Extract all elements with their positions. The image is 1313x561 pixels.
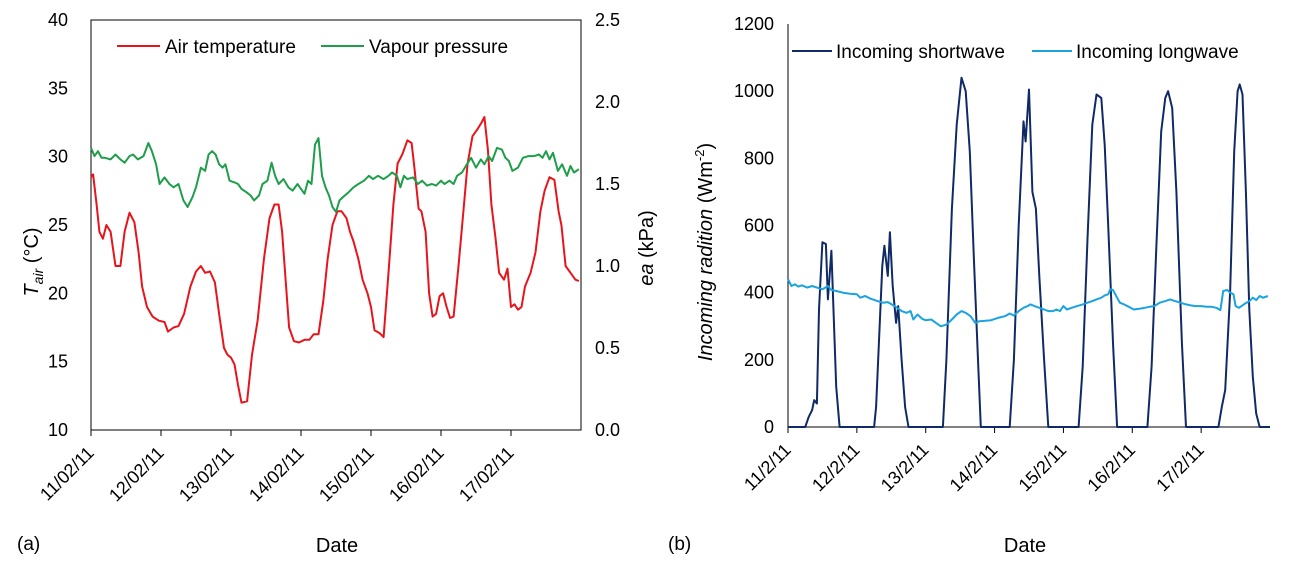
chart-b-x-tick-label: 17/2/11 xyxy=(1152,440,1208,496)
chart-b-x-tick-label: 12/2/11 xyxy=(808,440,864,496)
chart-b-lines xyxy=(787,76,1270,428)
chart-a-x-tick-label: 15/02/11 xyxy=(315,443,378,506)
chart-a-x-ticks: 11/02/11 12/02/11 13/02/11 14/02/11 15/02/11… xyxy=(36,430,518,505)
chart-b-x-tick-label: 11/2/11 xyxy=(740,440,795,495)
chart-b-series-incoming-shortwave xyxy=(788,76,1270,428)
chart-b-x-tick-label: 14/2/11 xyxy=(946,440,1002,496)
chart-b-x-tick-label: 16/2/11 xyxy=(1083,440,1139,496)
chart-a-left-y-tick-label: 30 xyxy=(48,147,68,167)
chart-a-right-y-tick-label: 2.5 xyxy=(595,10,620,30)
chart-b-x-tick-label: 15/2/11 xyxy=(1015,440,1071,496)
chart-a-left-y-tick-label: 15 xyxy=(48,352,68,372)
chart-b-y-axis-label: Incoming radition (Wm-2) xyxy=(692,143,717,361)
chart-a-right-y-tick-label: 0.5 xyxy=(595,338,620,358)
chart-a-series-air-temperature xyxy=(90,116,580,404)
chart-a-right-y-axis-label: ea (kPa) xyxy=(636,210,658,286)
legend-label-incoming-longwave: Incoming longwave xyxy=(1076,42,1239,63)
chart-a-x-tick-label: 11/02/11 xyxy=(36,443,98,505)
chart-a-plot-frame xyxy=(90,19,582,431)
chart-a-x-tick-label: 14/02/11 xyxy=(245,443,308,506)
chart-b-y-tick-label: 1000 xyxy=(734,81,774,101)
chart-a-right-y-tick-label: 2.0 xyxy=(595,92,620,112)
chart-a-left-y-tick-label: 40 xyxy=(48,10,68,30)
chart-b-legend: Incoming shortwave Incoming longwave xyxy=(792,42,1239,63)
chart-a: 10 15 20 25 30 35 40 0.0 0.5 1.0 1.5 2.0 2.5 11/02/… xyxy=(17,10,658,557)
chart-a-lines xyxy=(90,116,580,404)
chart-a-x-tick-label: 12/02/11 xyxy=(105,443,168,506)
chart-b: 0 200 400 600 800 1000 1200 11/2/11 12/2/11 13/2… xyxy=(668,14,1270,557)
chart-a-right-y-ticks: 0.0 0.5 1.0 1.5 2.0 2.5 xyxy=(595,10,620,440)
chart-a-right-y-tick-label: 1.5 xyxy=(595,174,620,194)
chart-b-x-ticks: 11/2/11 12/2/11 13/2/11 14/2/11 15/2/11 16/2/… xyxy=(740,427,1208,495)
chart-b-x-tick-label: 13/2/11 xyxy=(877,440,933,496)
chart-a-right-y-tick-label: 1.0 xyxy=(595,256,620,276)
chart-b-y-tick-label: 200 xyxy=(744,350,774,370)
chart-b-panel-label: (b) xyxy=(668,534,691,555)
chart-a-x-tick-label: 17/02/11 xyxy=(455,443,518,506)
chart-b-y-tick-label: 400 xyxy=(744,283,774,303)
chart-b-y-ticks: 0 200 400 600 800 1000 1200 xyxy=(734,14,774,437)
chart-b-plot-frame xyxy=(788,24,1270,427)
chart-a-left-y-axis-label: Tair (°C) xyxy=(21,227,46,296)
chart-a-x-axis-label: Date xyxy=(316,535,358,557)
chart-b-y-tick-label: 0 xyxy=(764,417,774,437)
chart-a-series-vapour-pressure xyxy=(90,137,580,213)
chart-a-left-y-tick-label: 25 xyxy=(48,215,68,235)
chart-b-y-tick-label: 1200 xyxy=(734,14,774,34)
chart-a-right-y-tick-label: 0.0 xyxy=(595,420,620,440)
legend-label-air-temperature: Air temperature xyxy=(165,37,296,58)
chart-a-left-y-tick-label: 35 xyxy=(48,78,68,98)
chart-b-y-tick-label: 600 xyxy=(744,216,774,236)
chart-a-left-y-ticks: 10 15 20 25 30 35 40 xyxy=(48,10,68,440)
legend-label-incoming-shortwave: Incoming shortwave xyxy=(836,42,1005,63)
chart-a-x-tick-label: 16/02/11 xyxy=(385,443,448,506)
chart-a-left-y-tick-label: 10 xyxy=(48,420,68,440)
chart-a-x-tick-label: 13/02/11 xyxy=(175,443,238,506)
chart-a-legend: Air temperature Vapour pressure xyxy=(117,37,508,58)
legend-label-vapour-pressure: Vapour pressure xyxy=(369,37,508,58)
chart-b-series-incoming-longwave xyxy=(787,278,1269,328)
chart-a-panel-label: (a) xyxy=(17,534,40,555)
chart-b-y-tick-label: 800 xyxy=(744,148,774,168)
chart-a-left-y-tick-label: 20 xyxy=(48,283,68,303)
chart-b-x-axis-label: Date xyxy=(1004,535,1046,557)
